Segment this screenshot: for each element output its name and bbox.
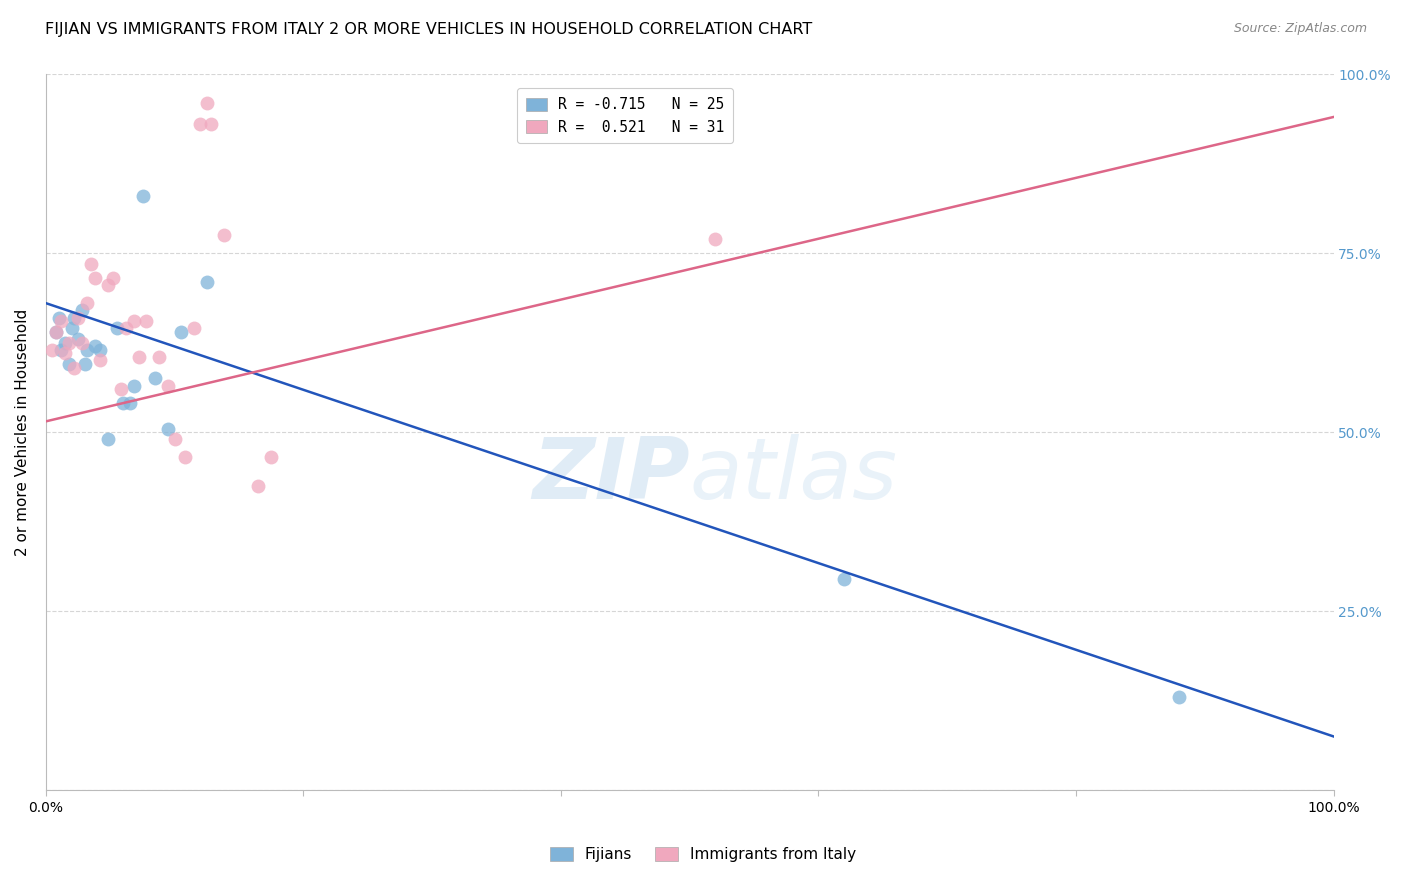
- Point: [89, 343, 111, 357]
- Point: [70, 303, 93, 318]
- Point: [128, 350, 150, 364]
- Point: [41, 343, 63, 357]
- Point: [63, 360, 86, 375]
- Point: [83, 271, 105, 285]
- Point: [53, 335, 76, 350]
- Text: ZIP: ZIP: [531, 434, 690, 516]
- Y-axis label: 2 or more Vehicles in Household: 2 or more Vehicles in Household: [15, 309, 30, 556]
- Point: [70, 335, 93, 350]
- Legend: R = -0.715   N = 25, R =  0.521   N = 31: R = -0.715 N = 25, R = 0.521 N = 31: [517, 88, 734, 144]
- Point: [76, 296, 98, 310]
- Point: [195, 275, 218, 289]
- Point: [76, 343, 98, 357]
- Point: [114, 321, 136, 335]
- Point: [1168, 690, 1191, 704]
- Point: [163, 432, 186, 446]
- Point: [704, 232, 727, 246]
- Text: FIJIAN VS IMMIGRANTS FROM ITALY 2 OR MORE VEHICLES IN HOUSEHOLD CORRELATION CHAR: FIJIAN VS IMMIGRANTS FROM ITALY 2 OR MOR…: [45, 22, 813, 37]
- Point: [174, 450, 197, 464]
- Point: [122, 314, 145, 328]
- Point: [122, 378, 145, 392]
- Point: [200, 117, 222, 131]
- Point: [135, 314, 157, 328]
- Point: [73, 357, 96, 371]
- Point: [58, 357, 80, 371]
- Point: [48, 310, 70, 325]
- Point: [148, 350, 170, 364]
- Legend: Fijians, Immigrants from Italy: Fijians, Immigrants from Italy: [544, 841, 862, 868]
- Point: [51, 343, 73, 357]
- Point: [67, 332, 90, 346]
- Point: [89, 353, 111, 368]
- Point: [63, 310, 86, 325]
- Point: [212, 228, 235, 243]
- Point: [83, 339, 105, 353]
- Point: [45, 325, 67, 339]
- Point: [60, 321, 83, 335]
- Text: Source: ZipAtlas.com: Source: ZipAtlas.com: [1233, 22, 1367, 36]
- Point: [170, 325, 193, 339]
- Point: [110, 382, 132, 396]
- Point: [80, 257, 103, 271]
- Point: [97, 432, 120, 446]
- Point: [260, 450, 283, 464]
- Text: atlas: atlas: [690, 434, 898, 516]
- Point: [183, 321, 205, 335]
- Point: [131, 188, 153, 202]
- Point: [58, 335, 80, 350]
- Point: [118, 396, 141, 410]
- Point: [105, 321, 128, 335]
- Point: [157, 421, 180, 435]
- Point: [51, 314, 73, 328]
- Point: [45, 325, 67, 339]
- Point: [101, 271, 124, 285]
- Point: [97, 278, 120, 293]
- Point: [832, 572, 855, 586]
- Point: [53, 346, 76, 360]
- Point: [67, 310, 90, 325]
- Point: [145, 371, 167, 385]
- Point: [112, 396, 135, 410]
- Point: [247, 479, 270, 493]
- Point: [157, 378, 180, 392]
- Point: [195, 95, 218, 110]
- Point: [190, 117, 212, 131]
